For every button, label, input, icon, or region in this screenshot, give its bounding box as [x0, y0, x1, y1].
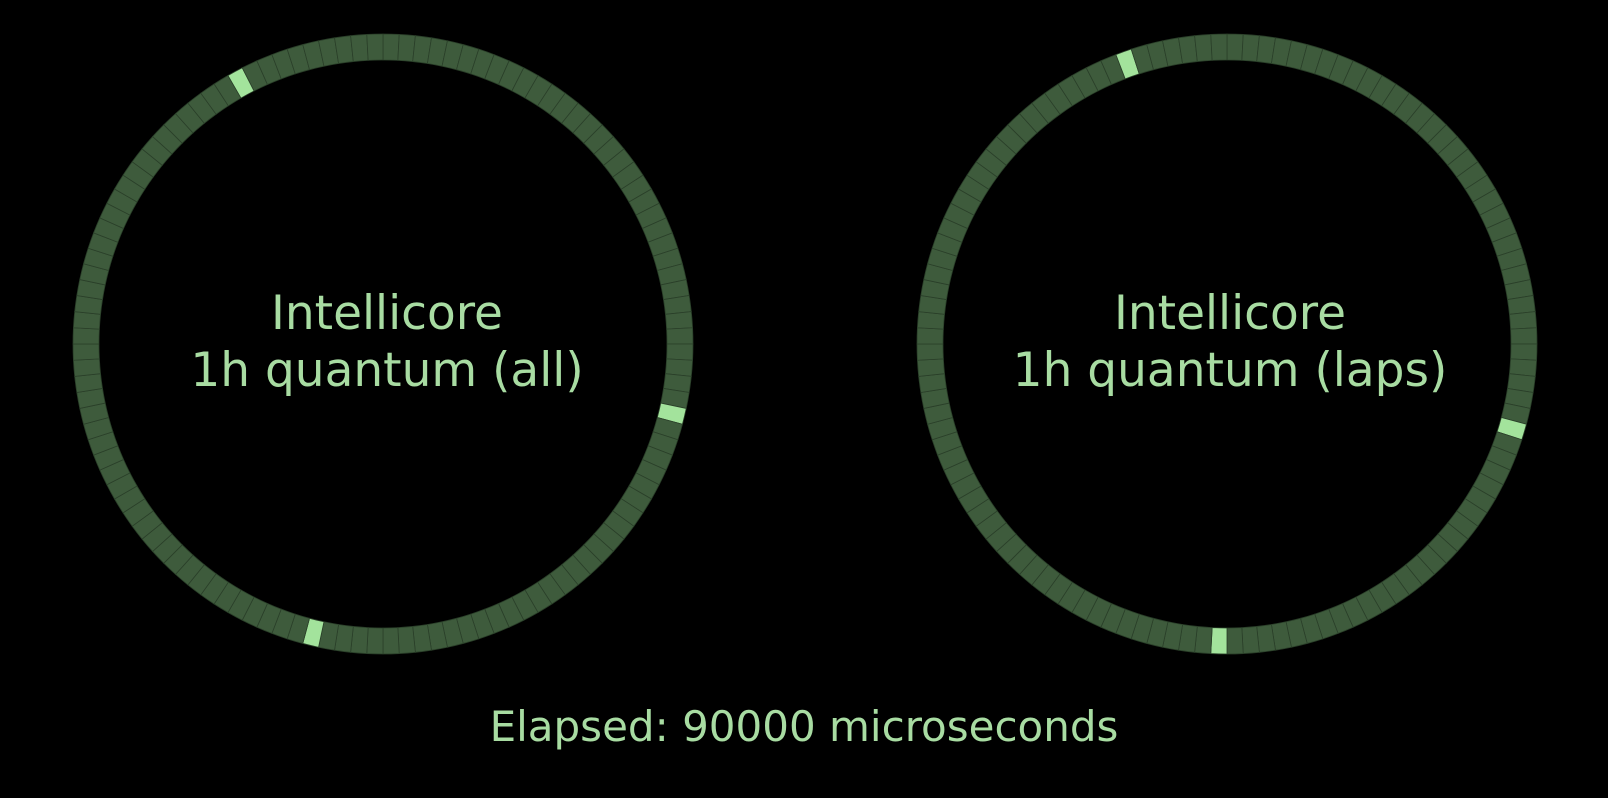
dial-segment: [1510, 343, 1538, 361]
dial-segment: [1210, 33, 1228, 61]
dial-segment: [916, 327, 944, 345]
dial-segment: [916, 343, 944, 361]
dial-segment: [1194, 33, 1213, 62]
dial-title: Intellicore: [1114, 286, 1346, 341]
dial-segment: [1510, 327, 1538, 345]
dial-segment: [1509, 311, 1538, 330]
dial-segment: [1241, 626, 1260, 655]
dial-label-all: Intellicore 1h quantum (all): [190, 285, 583, 399]
dial-label-laps: Intellicore 1h quantum (laps): [1013, 285, 1448, 399]
dial-title: Intellicore: [271, 286, 503, 341]
dial-subtitle: 1h quantum (all): [190, 343, 584, 398]
dial-segment: [366, 33, 384, 61]
dial-segment: [916, 358, 945, 377]
dial-segment: [1226, 33, 1244, 61]
elapsed-readout: Elapsed: 90000 microseconds: [489, 702, 1119, 751]
dial-subtitle: 1h quantum (laps): [1012, 343, 1448, 398]
dial-segment-active: [1210, 627, 1228, 655]
dial-segment: [1226, 627, 1244, 655]
